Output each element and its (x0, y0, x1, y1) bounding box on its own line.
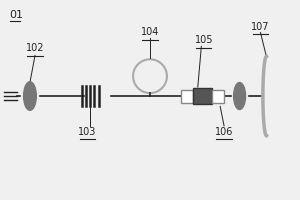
Text: 104: 104 (141, 27, 159, 37)
Text: 01: 01 (10, 10, 24, 20)
Bar (182, 90, 193, 103)
Text: 105: 105 (194, 35, 213, 45)
Text: 106: 106 (215, 127, 233, 137)
Text: 107: 107 (251, 22, 270, 32)
Bar (212, 90, 224, 103)
Text: 103: 103 (78, 127, 97, 137)
Bar (193, 88, 212, 104)
Ellipse shape (234, 83, 246, 110)
Text: 102: 102 (26, 43, 44, 53)
Ellipse shape (24, 82, 36, 110)
